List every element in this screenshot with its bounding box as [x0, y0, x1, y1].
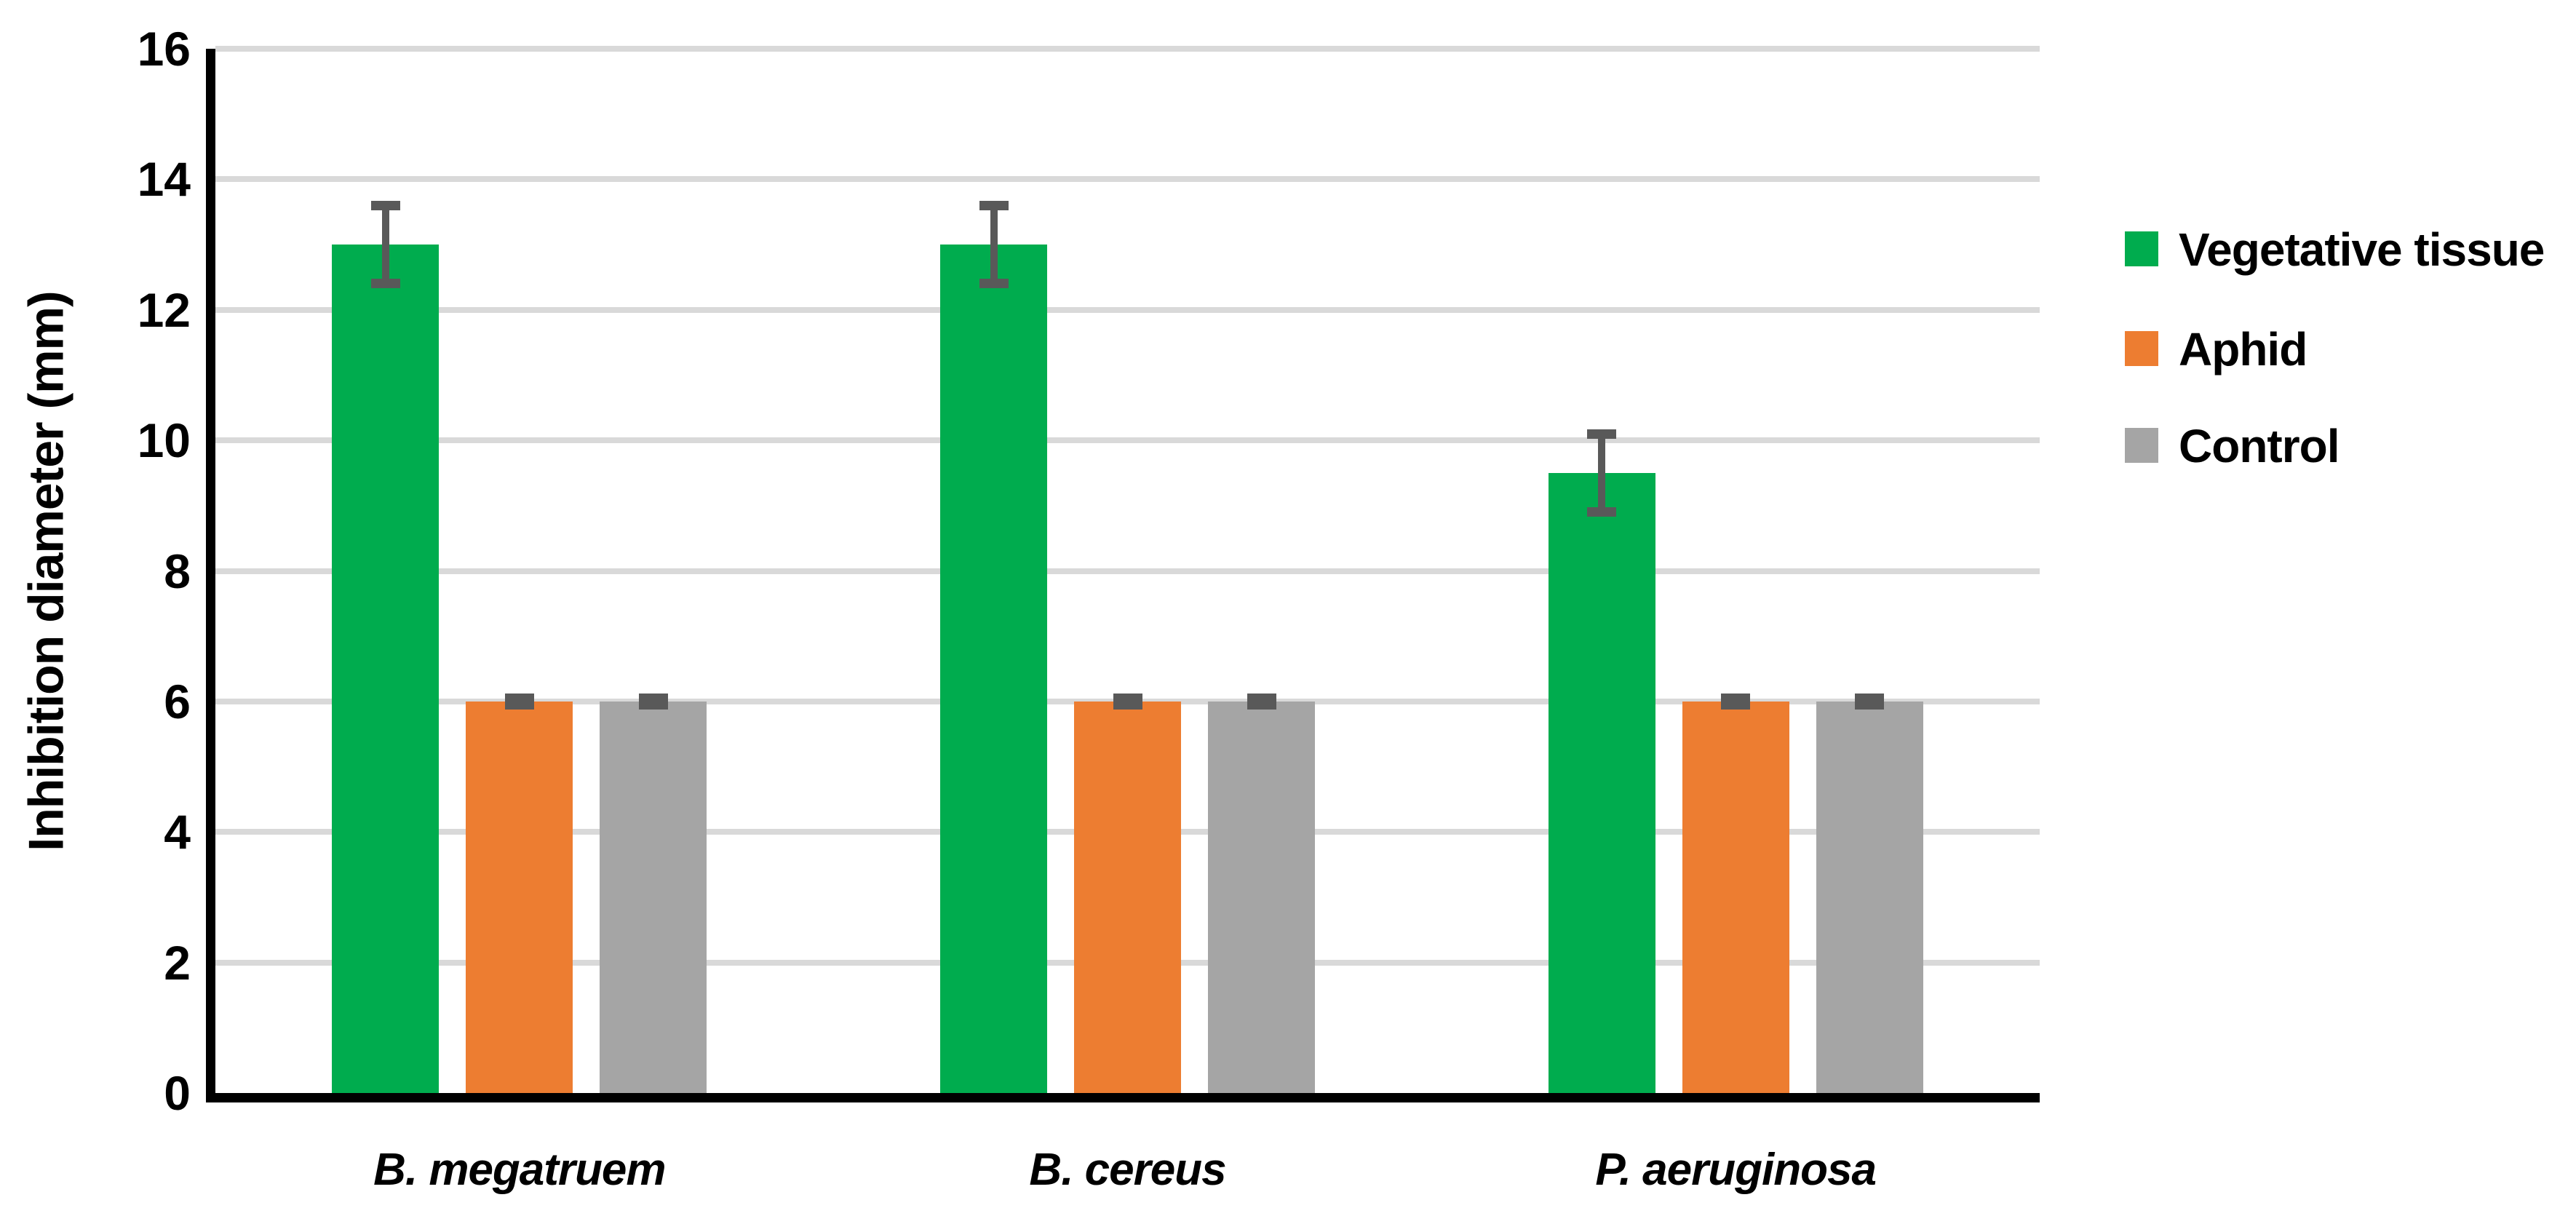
bar-aphid-p-aeruginosa: [1682, 701, 1789, 1093]
error-bar-cap: [1247, 699, 1276, 710]
error-bar-cap: [1587, 429, 1617, 439]
error-bar-cap: [1721, 699, 1751, 710]
error-bar: [990, 205, 998, 284]
error-bar-cap: [504, 699, 534, 710]
error-bar: [381, 205, 389, 284]
error-bar-cap: [1855, 699, 1885, 710]
gridline: [215, 46, 2040, 52]
legend-swatch: [2125, 231, 2158, 266]
legend-label: Aphid: [2179, 323, 2307, 375]
gridline: [215, 306, 2040, 313]
bar-vegetative-tissue-b-cereus: [940, 245, 1047, 1093]
y-tick-label: 4: [164, 805, 191, 859]
error-bar-cap: [1113, 699, 1142, 710]
legend-label: Vegetative tissue: [2179, 223, 2545, 276]
error-bar-cap: [979, 200, 1009, 210]
error-bar: [1598, 434, 1606, 512]
legend-swatch: [2125, 331, 2158, 366]
x-category-label: P. aeruginosa: [1595, 1145, 1877, 1195]
gridline: [215, 568, 2040, 574]
y-tick-label: 6: [164, 674, 191, 728]
bar-control-b-megatruem: [600, 701, 707, 1093]
y-tick-label: 12: [137, 282, 191, 337]
y-tick-label: 16: [137, 22, 191, 76]
y-tick-label: 10: [137, 413, 191, 468]
error-bar-cap: [638, 699, 668, 710]
error-bar-cap: [1587, 507, 1617, 517]
error-bar-cap: [370, 279, 400, 289]
x-axis-line: [206, 1093, 2040, 1102]
bar-aphid-b-cereus: [1074, 701, 1181, 1093]
y-axis-line: [206, 49, 215, 1102]
legend-label: Control: [2179, 420, 2340, 472]
y-tick-label: 14: [137, 152, 191, 207]
legend-swatch: [2125, 428, 2158, 463]
x-category-label: B. megatruem: [373, 1145, 666, 1195]
error-bar-cap: [979, 279, 1009, 289]
error-bar-cap: [370, 200, 400, 210]
gridline: [215, 437, 2040, 444]
bar-control-b-cereus: [1208, 701, 1315, 1093]
bar-control-p-aeruginosa: [1816, 701, 1923, 1093]
bar-aphid-b-megatruem: [466, 701, 573, 1093]
y-tick-label: 2: [164, 935, 191, 990]
bar-vegetative-tissue-b-megatruem: [332, 245, 440, 1093]
x-category-label: B. cereus: [1029, 1145, 1226, 1195]
gridline: [215, 176, 2040, 183]
bar-vegetative-tissue-p-aeruginosa: [1548, 472, 1655, 1093]
y-tick-label: 8: [164, 544, 191, 598]
y-tick-label: 0: [164, 1066, 191, 1120]
